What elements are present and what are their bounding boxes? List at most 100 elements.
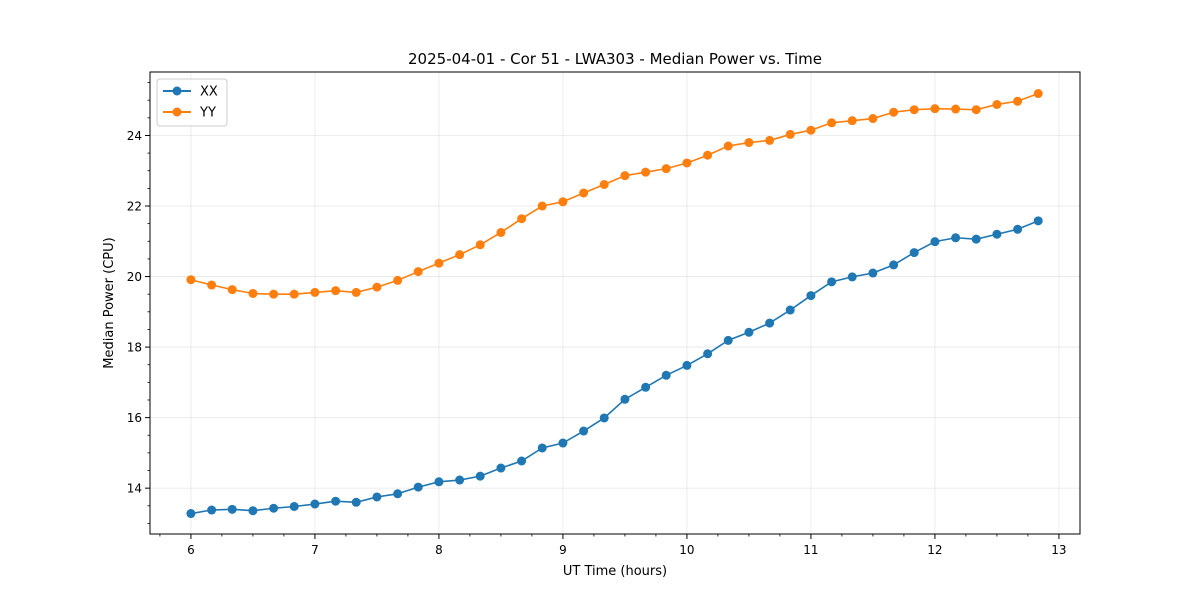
data-point-xx: [641, 382, 651, 392]
data-point-yy: [599, 180, 609, 190]
data-point-xx: [351, 497, 361, 507]
data-point-yy: [641, 167, 651, 177]
legend: XX YY: [156, 78, 228, 127]
data-point-yy: [930, 104, 940, 114]
data-point-xx: [806, 291, 816, 301]
y-tick-label: 16: [127, 411, 142, 425]
data-point-xx: [455, 475, 465, 485]
data-point-yy: [765, 135, 775, 145]
y-tick-label: 22: [127, 200, 142, 214]
legend-label-xx: XX: [200, 85, 218, 100]
data-point-yy: [661, 164, 671, 174]
y-tick-label: 18: [127, 341, 142, 355]
y-tick-label: 24: [127, 129, 142, 143]
data-point-xx: [847, 272, 857, 282]
data-point-yy: [558, 197, 568, 207]
plot-frame: [149, 71, 1081, 535]
data-point-yy: [372, 282, 382, 292]
data-point-yy: [971, 105, 981, 115]
x-tick-label: 7: [311, 543, 319, 557]
data-point-xx: [1033, 216, 1043, 226]
x-axis-label: UT Time (hours): [563, 564, 667, 579]
data-point-yy: [744, 138, 754, 148]
data-point-xx: [682, 360, 692, 370]
data-point-xx: [207, 505, 217, 515]
data-point-yy: [1033, 89, 1043, 99]
data-point-yy: [909, 105, 919, 115]
data-point-yy: [951, 104, 961, 114]
data-point-xx: [703, 349, 713, 359]
data-point-xx: [868, 268, 878, 278]
data-point-xx: [289, 501, 299, 511]
data-point-yy: [269, 289, 279, 299]
data-point-xx: [413, 482, 423, 492]
data-point-yy: [517, 214, 527, 224]
data-point-yy: [434, 258, 444, 268]
x-tick-label: 9: [559, 543, 567, 557]
x-tick-label: 6: [187, 543, 195, 557]
grid: [150, 72, 1080, 534]
data-point-yy: [331, 286, 341, 296]
data-point-xx: [620, 394, 630, 404]
x-tick-label: 8: [435, 543, 443, 557]
data-point-xx: [475, 471, 485, 481]
y-tick-label: 20: [127, 270, 142, 284]
data-point-yy: [806, 125, 816, 135]
data-point-xx: [723, 335, 733, 345]
data-point-yy: [847, 116, 857, 126]
chart-title: 2025-04-01 - Cor 51 - LWA303 - Median Po…: [408, 50, 822, 68]
x-tick-label: 10: [679, 543, 694, 557]
data-point-yy: [393, 275, 403, 285]
data-point-xx: [393, 489, 403, 499]
data-point-yy: [310, 287, 320, 297]
data-point-yy: [682, 158, 692, 168]
data-point-xx: [827, 277, 837, 287]
data-point-xx: [1013, 224, 1023, 234]
data-point-xx: [517, 456, 527, 466]
axis-ticks: 6 7 8 9 10 11 12 13 14 16 18 20 22 24: [127, 82, 1067, 557]
data-point-yy: [620, 171, 630, 181]
data-point-yy: [455, 250, 465, 260]
x-tick-label: 11: [803, 543, 818, 557]
data-point-yy: [227, 285, 237, 295]
data-point-xx: [971, 234, 981, 244]
data-point-xx: [785, 305, 795, 315]
data-point-yy: [186, 275, 196, 285]
x-tick-label: 13: [1051, 543, 1066, 557]
data-point-xx: [889, 260, 899, 270]
data-point-xx: [331, 496, 341, 506]
data-point-yy: [785, 129, 795, 139]
data-point-yy: [351, 287, 361, 297]
data-point-yy: [475, 240, 485, 250]
data-point-yy: [413, 267, 423, 277]
data-point-yy: [207, 280, 217, 290]
data-point-yy: [289, 289, 299, 299]
data-point-xx: [372, 492, 382, 502]
data-point-xx: [558, 438, 568, 448]
data-point-xx: [579, 426, 589, 436]
data-point-yy: [703, 150, 713, 160]
data-point-yy: [827, 118, 837, 128]
data-point-xx: [930, 237, 940, 247]
data-point-yy: [868, 114, 878, 124]
data-point-xx: [434, 477, 444, 487]
data-point-yy: [992, 99, 1002, 109]
legend-marker-yy: [172, 107, 182, 117]
data-point-xx: [269, 503, 279, 513]
data-point-xx: [992, 229, 1002, 239]
data-point-yy: [723, 141, 733, 151]
series-group: [186, 89, 1043, 519]
x-tick-label: 12: [927, 543, 942, 557]
data-point-xx: [227, 504, 237, 514]
legend-label-yy: YY: [199, 106, 216, 121]
data-point-yy: [889, 107, 899, 117]
data-point-xx: [599, 413, 609, 423]
data-point-xx: [496, 463, 506, 473]
data-point-yy: [496, 227, 506, 237]
data-point-xx: [310, 499, 320, 509]
data-point-yy: [248, 288, 258, 298]
data-point-xx: [186, 509, 196, 519]
data-point-xx: [765, 318, 775, 328]
y-tick-label: 14: [127, 482, 142, 496]
